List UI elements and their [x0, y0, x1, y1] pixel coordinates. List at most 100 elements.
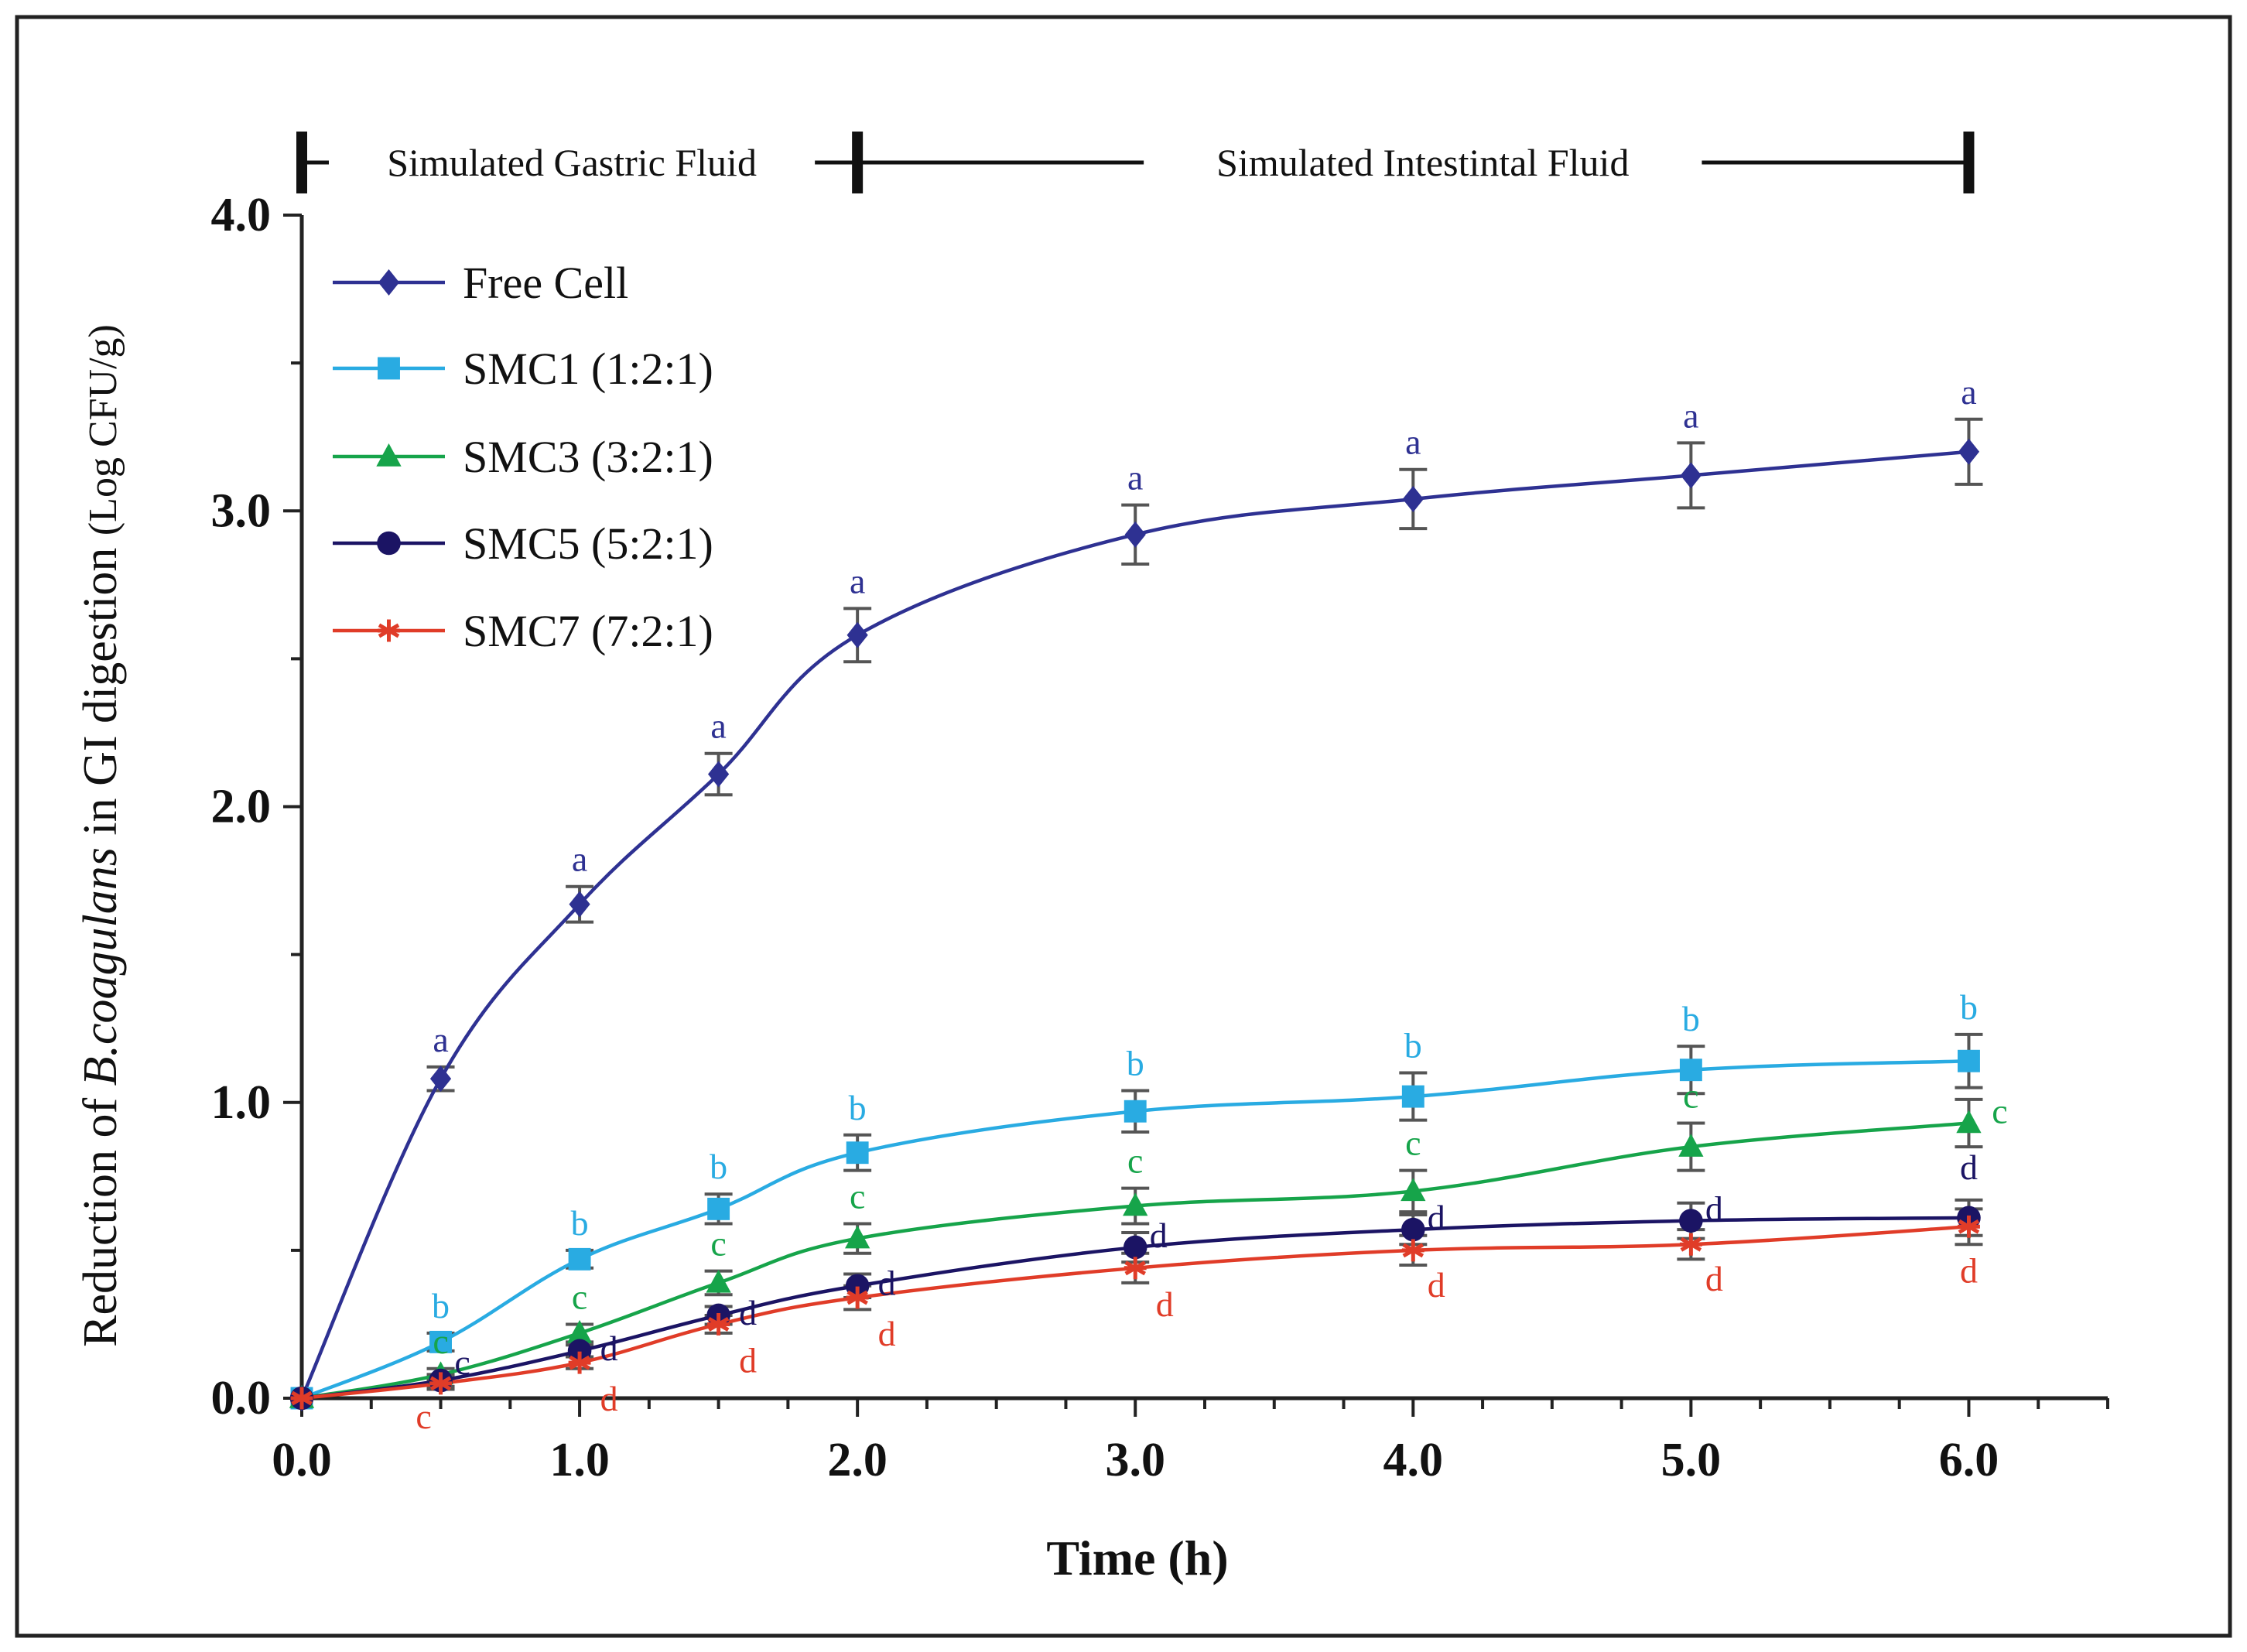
data-point [1401, 1085, 1424, 1108]
data-point [429, 1065, 452, 1093]
significance-letter: d [1428, 1265, 1445, 1305]
y-axis-title-prefix: Reduction of [74, 1086, 127, 1347]
significance-letter: a [1127, 458, 1143, 498]
significance-letter: c [454, 1342, 470, 1382]
data-point [846, 1141, 869, 1165]
data-point [377, 531, 401, 556]
significance-letter: b [1404, 1026, 1422, 1065]
x-tick-label: 3.0 [1105, 1434, 1165, 1486]
data-point [845, 1225, 870, 1249]
data-point [378, 619, 400, 642]
significance-letter: d [1705, 1259, 1723, 1298]
data-point [429, 1372, 452, 1395]
y-tick-label: 4.0 [211, 189, 272, 241]
data-point [1401, 1239, 1424, 1262]
y-tick-label: 0.0 [211, 1372, 272, 1425]
significance-letter: d [1156, 1284, 1174, 1324]
data-point [568, 1351, 591, 1374]
x-axis-title: Time (h) [1046, 1531, 1228, 1585]
data-point [1402, 485, 1424, 512]
data-point [707, 1197, 730, 1220]
y-axis-title-italic: B.coagulans [74, 847, 127, 1086]
significance-letter: b [1682, 999, 1700, 1038]
data-point [846, 1286, 869, 1309]
data-point [1958, 1215, 1980, 1238]
data-point [1123, 1192, 1148, 1216]
significance-letter: b [849, 1088, 867, 1127]
data-point [1680, 462, 1701, 489]
data-point [376, 443, 402, 467]
x-tick-label: 2.0 [827, 1434, 888, 1486]
y-tick-label: 2.0 [211, 781, 272, 833]
data-point [429, 1330, 452, 1353]
series-line [299, 450, 1969, 1399]
series-lines [299, 450, 1969, 1401]
data-point [846, 621, 868, 648]
x-tick-label: 5.0 [1661, 1434, 1722, 1486]
data-point [568, 1247, 591, 1271]
significance-letter: c [1127, 1141, 1143, 1181]
data-point [1124, 521, 1146, 548]
significance-letter: d [739, 1293, 757, 1332]
significance-letter: c [433, 1322, 448, 1361]
data-point [1401, 1217, 1425, 1242]
significance-letter: d [1150, 1216, 1168, 1255]
significance-letter: c [416, 1397, 431, 1436]
data-point [1956, 1110, 1982, 1134]
significance-letter: b [432, 1286, 450, 1325]
phase-label: Simulated Intestintal Fluid [1216, 141, 1629, 184]
data-point [567, 1339, 592, 1363]
significance-letter: b [571, 1203, 589, 1243]
series-line [301, 1121, 1969, 1401]
significance-letter: c [1992, 1092, 2007, 1131]
data-point [707, 1312, 730, 1336]
significance-letter: a [1683, 395, 1698, 435]
significance-letter: d [739, 1340, 757, 1380]
significance-letter: d [1960, 1148, 1978, 1187]
legend-label: SMC1 (1:2:1) [463, 344, 713, 394]
significance-letter: b [1127, 1043, 1144, 1083]
significance-letter: d [1428, 1198, 1445, 1237]
data-point [1123, 1235, 1147, 1260]
data-point [1678, 1134, 1704, 1157]
significance-letter: d [878, 1314, 896, 1353]
series-line [301, 1216, 1969, 1401]
significance-letter: b [1960, 987, 1978, 1027]
significance-letter: a [1405, 422, 1421, 462]
data-point [1679, 1233, 1702, 1256]
data-point [706, 1269, 731, 1293]
significance-letter: a [572, 840, 587, 879]
significance-letter: d [1705, 1189, 1723, 1229]
x-tick-label: 1.0 [549, 1434, 610, 1486]
data-point [845, 1274, 870, 1298]
series-markers [289, 438, 1982, 1411]
series-line [301, 1225, 1969, 1401]
data-point [569, 891, 590, 918]
data-point [1679, 1059, 1702, 1082]
significance-letter: a [433, 1020, 448, 1059]
data-point [1124, 1100, 1147, 1123]
y-axis-title-suffix: in GI digestion [74, 535, 127, 847]
legend: Free Cell SMC1 (1:2:1) SMC3 (3:2:1) SMC5 (5… [333, 258, 713, 656]
significance-letter: a [710, 706, 726, 746]
axes: 0.0 1.0 2.0 3.0 4.0 5.0 6.0 0.0 1.0 2.0 3.0 4.0 [211, 189, 2109, 1486]
significance-letter: d [600, 1379, 618, 1418]
significance-letter: c [850, 1176, 865, 1216]
x-tick-label: 4.0 [1383, 1434, 1444, 1486]
significance-letter: a [1961, 372, 1976, 412]
x-tick-label: 6.0 [1939, 1434, 1999, 1486]
data-point [1124, 1257, 1147, 1280]
phase-label: Simulated Gastric Fluid [387, 141, 757, 184]
legend-label: SMC7 (7:2:1) [463, 606, 713, 656]
significance-letter: c [1405, 1124, 1421, 1163]
significance-letter: c [572, 1277, 587, 1316]
data-point [566, 1319, 593, 1343]
phase-bar: Simulated Gastric Fluid Simulated Intesti… [296, 132, 1975, 193]
data-point [1958, 438, 1980, 465]
data-point [708, 761, 730, 788]
data-point [1401, 1178, 1426, 1202]
series-line [301, 1059, 1969, 1401]
legend-label: Free Cell [463, 258, 628, 308]
data-point [290, 1387, 313, 1410]
